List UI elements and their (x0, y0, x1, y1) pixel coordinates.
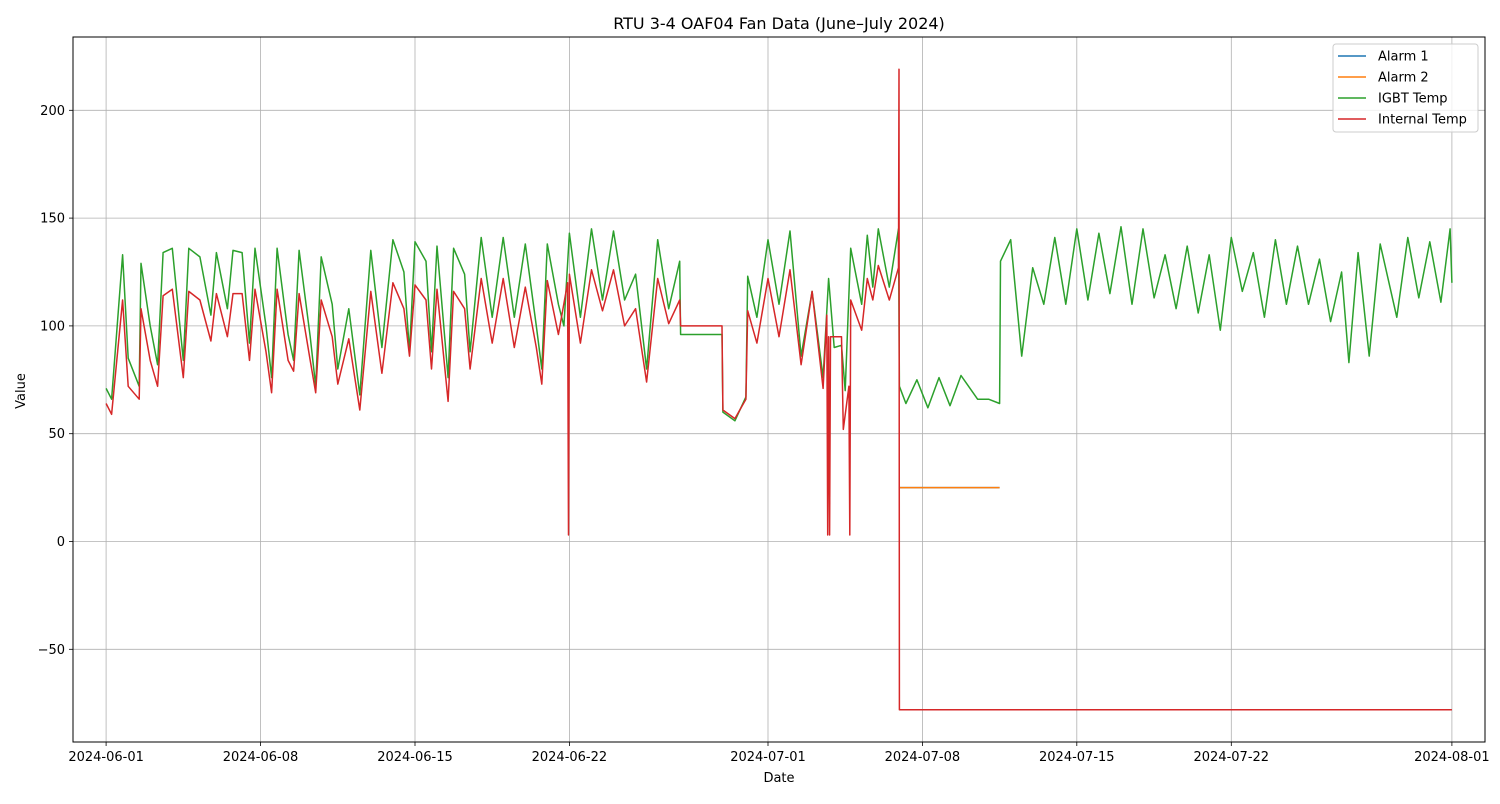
series-line-internal-temp (105, 68, 1452, 711)
y-tick-label: 200 (40, 104, 65, 119)
x-tick-label: 2024-07-08 (885, 750, 961, 765)
x-tick-label: 2024-06-08 (223, 750, 299, 765)
x-tick-label: 2024-06-22 (532, 750, 608, 765)
y-tick-label: 150 (40, 212, 65, 227)
y-tick-label: 50 (48, 427, 65, 442)
legend-label: IGBT Temp (1378, 92, 1448, 107)
x-tick-label: 2024-07-22 (1194, 750, 1270, 765)
chart-title: RTU 3-4 OAF04 Fan Data (June–July 2024) (613, 14, 945, 33)
x-tick-label: 2024-06-01 (68, 750, 144, 765)
y-axis: 200 150 100 50 0 −50 (38, 104, 73, 658)
axes-frame (72, 36, 1486, 743)
x-tick-label: 2024-07-15 (1039, 750, 1115, 765)
y-axis-label: Value (14, 373, 29, 409)
legend-box (1332, 43, 1479, 133)
x-axis: 2024-06-01 2024-06-08 2024-06-15 2024-06-22… (68, 742, 1490, 765)
x-tick-label: 2024-07-01 (730, 750, 806, 765)
legend-label: Alarm 2 (1378, 71, 1429, 86)
x-tick-label: 2024-06-15 (377, 750, 453, 765)
plot-area (105, 68, 1453, 711)
x-tick-label: 2024-08-01 (1414, 750, 1490, 765)
legend-label: Internal Temp (1378, 113, 1467, 128)
legend: Alarm 1 Alarm 2 IGBT Temp Internal Temp (1332, 43, 1479, 133)
y-tick-label: 0 (57, 535, 65, 550)
y-tick-label: 100 (40, 319, 65, 334)
legend-label: Alarm 1 (1378, 50, 1429, 65)
y-tick-label: −50 (38, 643, 65, 658)
x-axis-label: Date (763, 771, 794, 786)
